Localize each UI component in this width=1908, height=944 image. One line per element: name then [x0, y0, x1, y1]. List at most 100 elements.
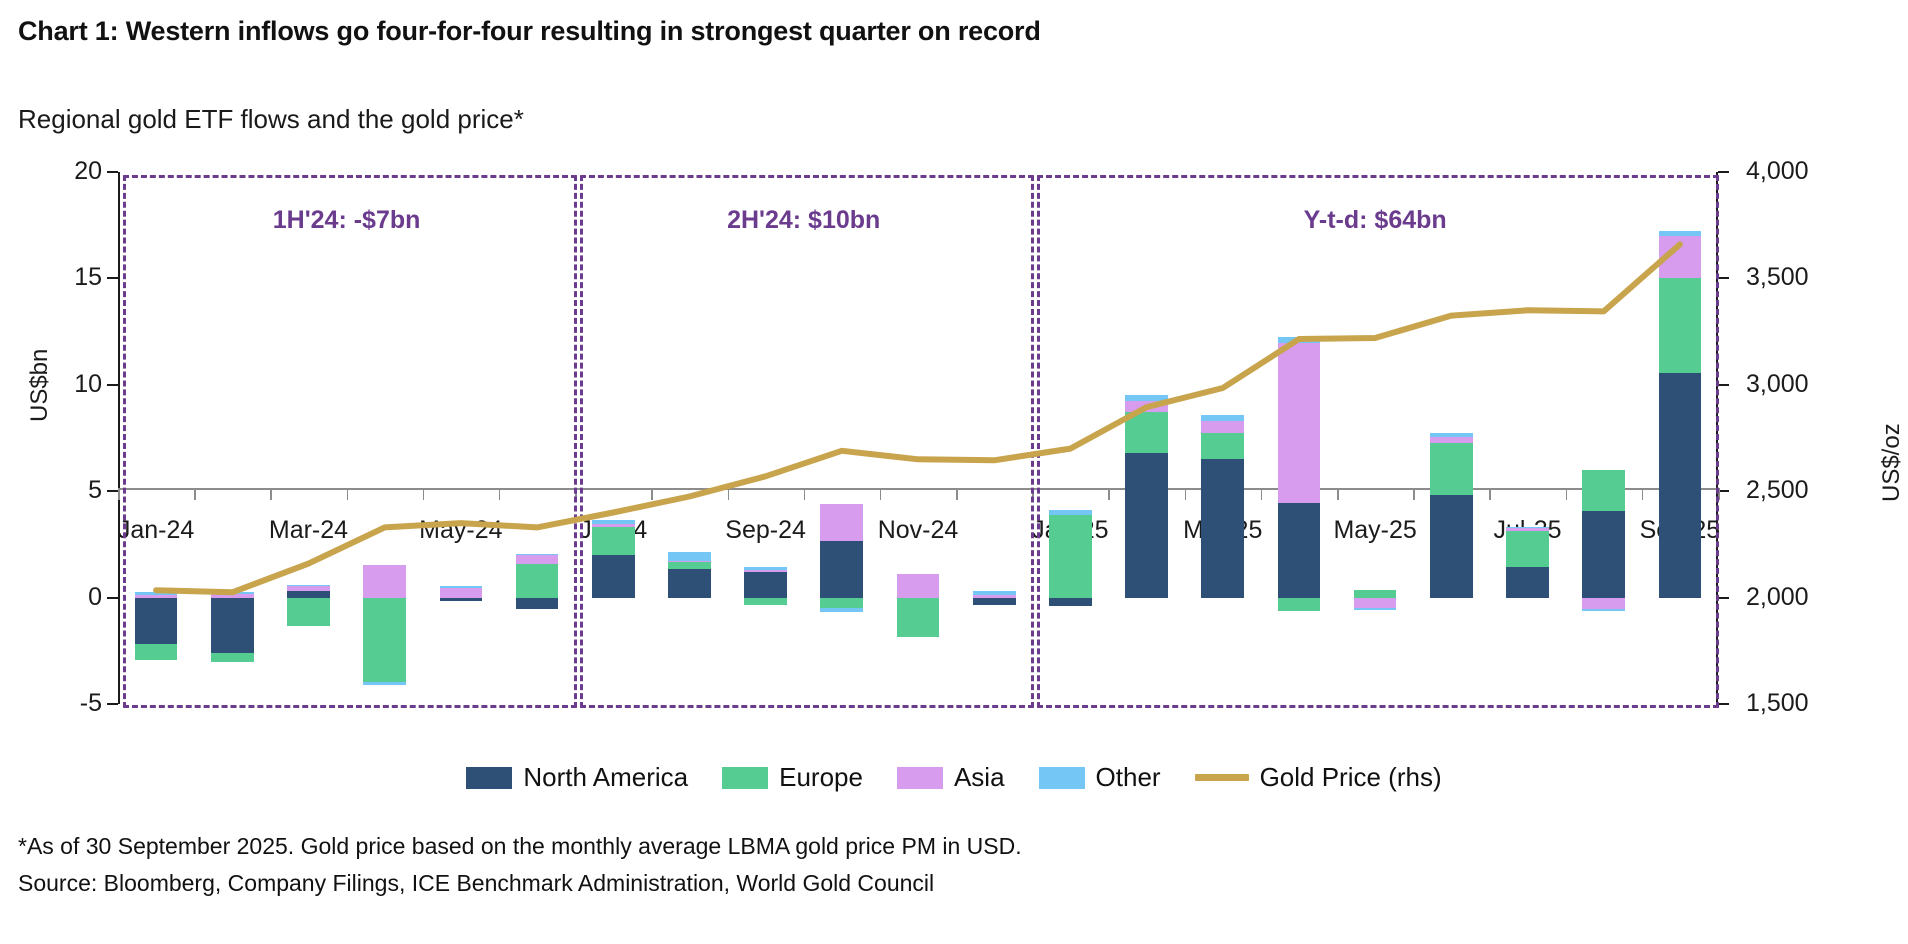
bar-segment-europe[interactable] [1049, 514, 1092, 598]
bar-segment-other[interactable] [439, 585, 483, 589]
bar-segment-other[interactable] [134, 592, 178, 596]
bar-segment-other[interactable] [1506, 527, 1549, 529]
bar-segment-north-america[interactable] [972, 597, 1016, 606]
bar-segment-north-america[interactable] [1430, 495, 1473, 598]
bar-segment-asia[interactable] [591, 524, 635, 528]
bar-segment-north-america[interactable] [1658, 373, 1702, 598]
bar-segment-europe[interactable] [134, 644, 178, 661]
bar-segment-asia[interactable] [1201, 420, 1245, 433]
bar-segment-europe[interactable] [1201, 432, 1245, 460]
bar-segment-europe[interactable] [744, 597, 787, 606]
legend-item-gold-price-rhs[interactable]: Gold Price (rhs) [1194, 762, 1442, 793]
bar-group[interactable] [1506, 172, 1549, 704]
bar-segment-other[interactable] [1658, 230, 1702, 236]
bar-segment-asia[interactable] [1353, 597, 1397, 609]
bar-group[interactable] [1125, 172, 1168, 704]
bar-segment-asia[interactable] [1277, 343, 1321, 503]
bar-segment-other[interactable] [591, 519, 635, 525]
bar-group[interactable] [896, 172, 940, 704]
bar-segment-asia[interactable] [820, 503, 864, 542]
bar-segment-asia[interactable] [1430, 436, 1473, 444]
bar-segment-asia[interactable] [210, 594, 254, 598]
bar-segment-europe[interactable] [1125, 412, 1168, 453]
bar-segment-europe[interactable] [820, 597, 864, 609]
bar-segment-north-america[interactable] [1506, 566, 1549, 598]
bar-group[interactable] [210, 172, 254, 704]
bar-segment-asia[interactable] [744, 569, 787, 573]
bar-segment-north-america[interactable] [1201, 459, 1245, 598]
bar-segment-asia[interactable] [287, 585, 330, 592]
bar-group[interactable] [1430, 172, 1473, 704]
legend-item-north-america[interactable]: North America [466, 762, 688, 793]
bar-segment-other[interactable] [287, 584, 330, 586]
bar-group[interactable] [972, 172, 1016, 704]
bar-segment-north-america[interactable] [515, 597, 559, 610]
bar-segment-other[interactable] [1201, 414, 1245, 421]
bar-segment-other[interactable] [1430, 432, 1473, 437]
bar-segment-europe[interactable] [668, 562, 711, 569]
bar-segment-north-america[interactable] [134, 597, 178, 645]
bar-group[interactable] [1049, 172, 1092, 704]
bar-segment-europe[interactable] [287, 597, 330, 627]
bar-segment-north-america[interactable] [591, 555, 635, 598]
bar-segment-asia[interactable] [1506, 528, 1549, 531]
bar-segment-asia[interactable] [363, 564, 406, 598]
bar-segment-other[interactable] [744, 566, 787, 570]
bar-segment-other[interactable] [820, 608, 864, 613]
bar-segment-europe[interactable] [1277, 597, 1321, 612]
bar-segment-europe[interactable] [896, 597, 940, 637]
bar-group[interactable] [820, 172, 864, 704]
bar-segment-north-america[interactable] [820, 541, 864, 598]
bar-group[interactable] [591, 172, 635, 704]
bar-segment-europe[interactable] [515, 563, 559, 598]
bar-group[interactable] [134, 172, 178, 704]
bar-group[interactable] [1277, 172, 1321, 704]
y-tick-left [107, 171, 118, 173]
bar-segment-europe[interactable] [1506, 530, 1549, 567]
bar-group[interactable] [515, 172, 559, 704]
bar-segment-asia[interactable] [439, 588, 483, 598]
bar-segment-north-america[interactable] [1277, 502, 1321, 598]
bar-group[interactable] [363, 172, 406, 704]
bar-segment-other[interactable] [668, 551, 711, 562]
bar-segment-asia[interactable] [1582, 597, 1626, 610]
bar-group[interactable] [1658, 172, 1702, 704]
bar-segment-north-america[interactable] [1125, 452, 1168, 598]
bar-segment-asia[interactable] [668, 561, 711, 563]
bar-group[interactable] [1201, 172, 1245, 704]
bar-group[interactable] [668, 172, 711, 704]
bar-segment-europe[interactable] [1430, 443, 1473, 496]
bar-segment-asia[interactable] [515, 555, 559, 564]
bar-segment-europe[interactable] [1353, 590, 1397, 598]
bar-segment-other[interactable] [972, 591, 1016, 596]
bar-segment-north-america[interactable] [1049, 597, 1092, 607]
bar-segment-europe[interactable] [210, 652, 254, 663]
bar-segment-north-america[interactable] [744, 572, 787, 598]
bar-segment-north-america[interactable] [210, 597, 254, 653]
bar-segment-north-america[interactable] [668, 568, 711, 598]
bar-segment-other[interactable] [1353, 608, 1397, 611]
bar-segment-europe[interactable] [1658, 278, 1702, 374]
bar-group[interactable] [439, 172, 483, 704]
bar-segment-europe[interactable] [591, 527, 635, 556]
bar-segment-other[interactable] [1049, 510, 1092, 515]
bar-segment-asia[interactable] [134, 595, 178, 598]
bar-group[interactable] [287, 172, 330, 704]
legend-item-europe[interactable]: Europe [722, 762, 863, 793]
bar-segment-north-america[interactable] [287, 591, 330, 598]
bar-segment-asia[interactable] [972, 595, 1016, 598]
legend-item-asia[interactable]: Asia [896, 762, 1005, 793]
bar-segment-europe[interactable] [363, 597, 406, 682]
bar-group[interactable] [1582, 172, 1626, 704]
bar-segment-north-america[interactable] [1582, 511, 1626, 598]
bar-segment-other[interactable] [515, 553, 559, 556]
bar-segment-other[interactable] [1582, 609, 1626, 612]
bar-group[interactable] [744, 172, 787, 704]
bar-segment-north-america[interactable] [439, 597, 483, 601]
bar-group[interactable] [1353, 172, 1397, 704]
bar-segment-other[interactable] [1125, 395, 1168, 401]
bar-segment-other[interactable] [363, 681, 406, 685]
bar-segment-asia[interactable] [896, 574, 940, 598]
bar-segment-europe[interactable] [1582, 469, 1626, 512]
legend-item-other[interactable]: Other [1038, 762, 1161, 793]
